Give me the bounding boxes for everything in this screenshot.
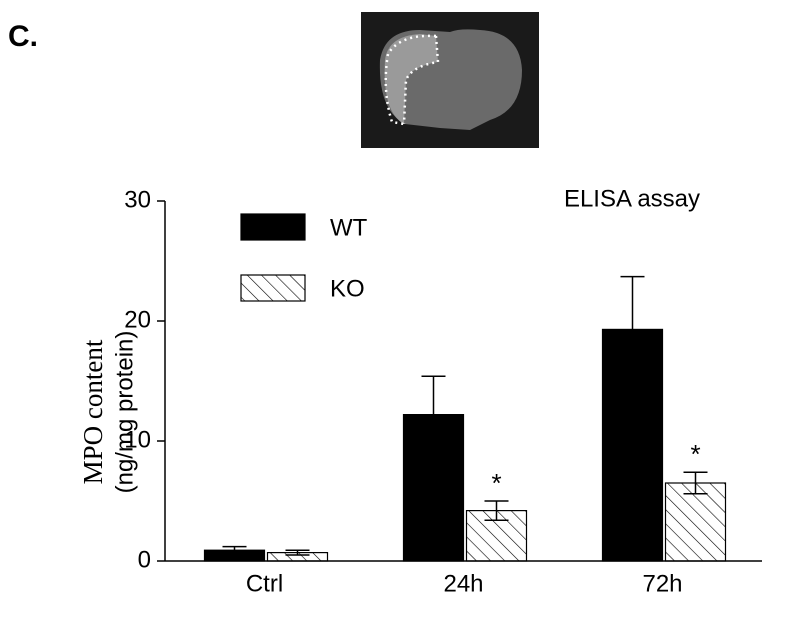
significance-mark: * [491,468,501,498]
bar [203,549,266,562]
y-tick-label: 20 [124,306,151,333]
legend-swatch [240,274,306,302]
x-tick-label: Ctrl [246,570,283,597]
brain-image [361,12,539,148]
chart-title: ELISA assay [564,185,700,212]
bar [266,551,329,562]
bar [465,510,528,562]
y-tick-label: 0 [138,546,151,573]
error-bar [222,545,247,551]
bar [402,414,465,562]
y-tick-label: 30 [124,186,151,213]
error-bar [421,375,446,415]
x-tick-label: 24h [443,570,483,597]
significance-mark: * [690,439,700,469]
legend-swatch [240,213,306,241]
x-tick-label: 72h [642,570,682,597]
y-axis-label: (ng/mg protein) [111,331,138,494]
bar [601,328,664,562]
error-bar [620,275,645,330]
y-axis-label: MPO content [78,339,108,484]
legend-label: WT [330,214,368,241]
y-tick-label: 10 [124,426,151,453]
panel-label: C. [8,20,38,53]
legend-label: KO [330,275,365,302]
bar [664,482,727,562]
